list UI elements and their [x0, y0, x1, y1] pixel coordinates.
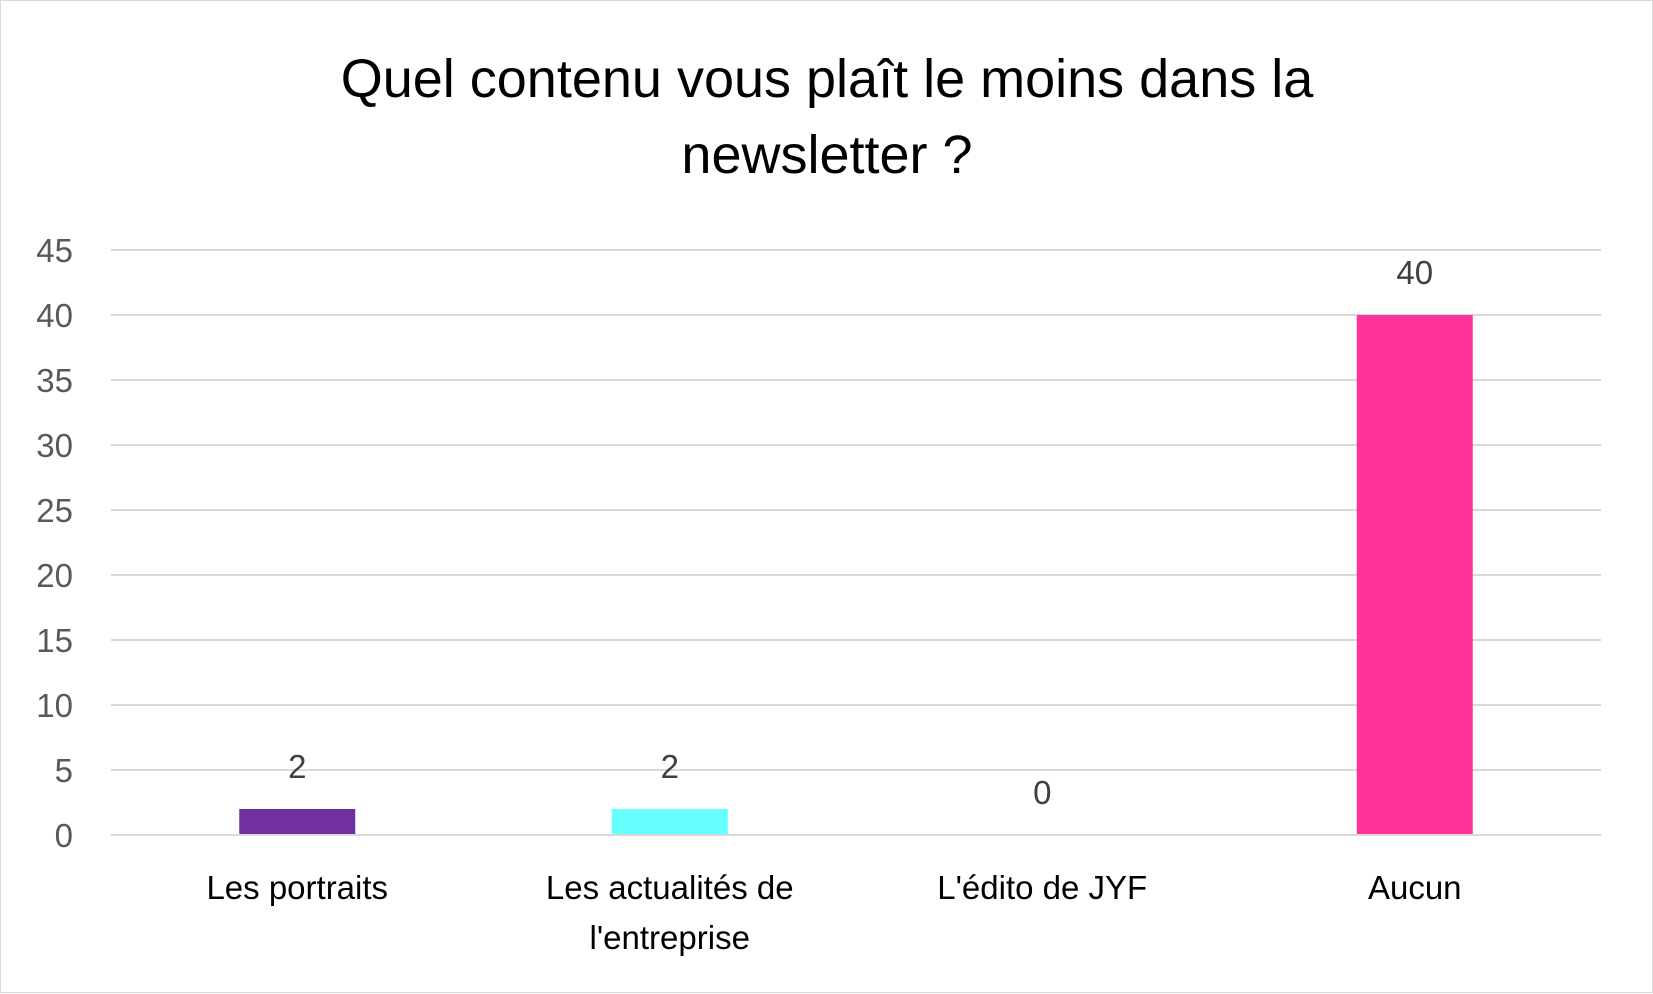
y-axis-tick-labels: 0 5 10 15 20 25 30 35 40 45	[36, 232, 73, 854]
data-labels: 2 2 0 40	[288, 254, 1433, 811]
data-label: 2	[661, 748, 679, 785]
y-tick-label: 45	[36, 232, 73, 269]
y-tick-label: 25	[36, 492, 73, 529]
bar	[611, 809, 728, 834]
x-axis-category-labels: Les portraits Les actualités de l'entrepri…	[206, 869, 1461, 956]
gridlines	[111, 249, 1601, 836]
chart-title: Quel contenu vous plaît le moins dans la…	[341, 49, 1315, 185]
y-tick-label: 20	[36, 557, 73, 594]
y-tick-label: 40	[36, 297, 73, 334]
chart-title-line: Quel contenu vous plaît le moins dans la	[341, 49, 1315, 109]
chart-title-line: newsletter ?	[681, 125, 972, 185]
x-category-label: Aucun	[1368, 869, 1462, 906]
data-label: 40	[1396, 254, 1433, 291]
y-tick-label: 35	[36, 362, 73, 399]
y-tick-label: 5	[55, 752, 73, 789]
bars	[239, 315, 1473, 834]
data-label: 2	[288, 748, 306, 785]
y-tick-label: 30	[36, 427, 73, 464]
y-tick-label: 0	[55, 817, 73, 854]
x-category-label: L'édito de JYF	[937, 869, 1147, 906]
x-category-label: Les actualités de	[546, 869, 794, 906]
x-category-label: Les portraits	[206, 869, 388, 906]
x-category-label: l'entreprise	[590, 919, 750, 956]
bar	[239, 809, 356, 834]
y-tick-label: 15	[36, 622, 73, 659]
bar	[1356, 315, 1473, 834]
data-label: 0	[1033, 774, 1051, 811]
y-tick-label: 10	[36, 687, 73, 724]
